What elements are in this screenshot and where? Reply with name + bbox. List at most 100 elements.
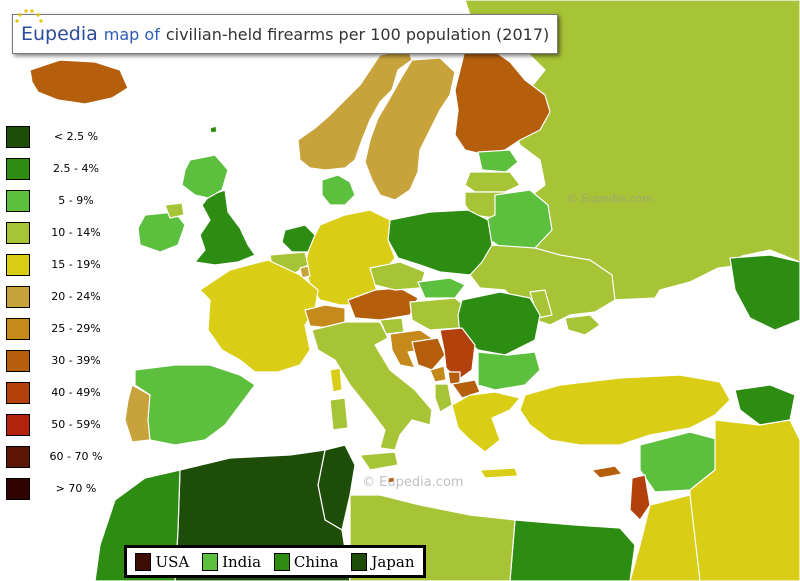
comparison-swatch <box>135 552 152 571</box>
legend-item: 10 - 14% <box>6 222 116 254</box>
legend-item: 40 - 49% <box>6 382 116 414</box>
region-denmark <box>321 174 356 206</box>
region-faroe <box>209 125 218 134</box>
legend-label: 15 - 19% <box>51 258 101 271</box>
comparison-item: Japan <box>351 552 415 571</box>
region-serbia <box>439 327 476 381</box>
region-portugal <box>124 384 151 443</box>
region-levant <box>629 474 651 521</box>
region-luxembourg <box>299 265 311 279</box>
legend-item: < 2.5 % <box>6 126 116 158</box>
region-cyprus <box>591 465 623 479</box>
legend-label: 2.5 - 4% <box>53 162 99 175</box>
legend-swatch <box>6 254 30 276</box>
legend-swatch <box>6 190 30 212</box>
region-sicily <box>359 451 399 471</box>
region-italy <box>311 321 433 451</box>
region-montenegro <box>429 365 447 383</box>
region-albania <box>434 383 453 413</box>
region-malta <box>387 476 395 484</box>
region-estonia <box>477 149 519 173</box>
legend-item: 2.5 - 4% <box>6 158 116 190</box>
title-prefix: map of <box>103 24 160 44</box>
region-bulgaria <box>477 351 541 391</box>
region-poland <box>387 209 493 276</box>
region-bosnia <box>411 337 446 371</box>
legend-swatch <box>6 286 30 308</box>
legend-item: 5 - 9% <box>6 190 116 222</box>
region-turkey <box>519 374 731 446</box>
legend-item: 20 - 24% <box>6 286 116 318</box>
legend-swatch <box>6 414 30 436</box>
comparison-label: Japan <box>371 552 415 571</box>
comparison-swatch <box>351 552 368 571</box>
region-georgia <box>729 254 800 331</box>
legend-label: 50 - 59% <box>51 418 101 431</box>
region-egypt <box>509 519 636 581</box>
region-iceland <box>29 59 129 105</box>
region-norway <box>297 39 413 171</box>
legend-label: 20 - 24% <box>51 290 101 303</box>
region-sardinia <box>329 397 349 431</box>
region-crete <box>479 467 519 479</box>
legend-label: 40 - 49% <box>51 386 101 399</box>
region-iraq <box>689 419 800 581</box>
legend-item: 15 - 19% <box>6 254 116 286</box>
legend-item: 60 - 70 % <box>6 446 116 478</box>
region-kosovo <box>447 371 461 385</box>
legend-item: 50 - 59% <box>6 414 116 446</box>
comparison-label: USA <box>155 552 190 571</box>
legend-swatch <box>6 350 30 372</box>
region-arabia <box>629 494 701 581</box>
brand-name: Eupedia <box>21 23 98 45</box>
legend: < 2.5 % 2.5 - 4% 5 - 9% 10 - 14% 15 - 19% 20 … <box>6 126 116 510</box>
legend-swatch <box>6 446 30 468</box>
region-latvia <box>464 171 521 193</box>
legend-swatch <box>6 126 30 148</box>
legend-item: 25 - 29% <box>6 318 116 350</box>
comparison-item: USA <box>135 552 190 571</box>
region-scotland <box>181 154 229 199</box>
region-corsica <box>329 367 343 393</box>
watermark-small: © Eupedia.com <box>567 192 653 205</box>
region-france <box>199 259 319 373</box>
legend-label: < 2.5 % <box>53 130 99 143</box>
legend-swatch <box>6 318 30 340</box>
region-romania <box>457 291 541 356</box>
region-netherlands <box>281 224 316 253</box>
region-finland <box>454 47 551 156</box>
legend-label: 10 - 14% <box>51 226 101 239</box>
legend-swatch <box>6 158 30 180</box>
comparison-legend: USA India China Japan <box>124 545 426 578</box>
legend-item: 30 - 39% <box>6 350 116 382</box>
region-crimea <box>564 314 601 336</box>
legend-item: > 70 % <box>6 478 116 510</box>
comparison-swatch <box>273 552 290 571</box>
legend-label: 5 - 9% <box>58 194 94 207</box>
comparison-label: India <box>222 552 262 571</box>
region-ukraine <box>469 244 616 326</box>
legend-label: 30 - 39% <box>51 354 101 367</box>
legend-label: 25 - 29% <box>51 322 101 335</box>
region-great-britain <box>194 189 256 266</box>
legend-swatch <box>6 478 30 500</box>
watermark-large: © Eupedia.com <box>362 475 464 490</box>
legend-label: > 70 % <box>55 482 97 495</box>
map-title: Eupedia map of civilian-held firearms pe… <box>12 9 559 54</box>
comparison-label: China <box>293 552 339 571</box>
legend-swatch <box>6 382 30 404</box>
legend-label: 60 - 70 % <box>49 450 103 463</box>
comparison-item: China <box>273 552 339 571</box>
region-northern-ireland <box>164 202 185 219</box>
legend-swatch <box>6 222 30 244</box>
region-croatia <box>389 329 436 369</box>
region-greece <box>451 391 521 453</box>
region-macedonia <box>451 379 481 399</box>
region-sweden <box>364 57 456 201</box>
comparison-item: India <box>202 552 262 571</box>
title-text: civilian-held firearms per 100 populatio… <box>165 24 550 44</box>
region-slovakia <box>417 277 466 299</box>
comparison-swatch <box>202 552 219 571</box>
